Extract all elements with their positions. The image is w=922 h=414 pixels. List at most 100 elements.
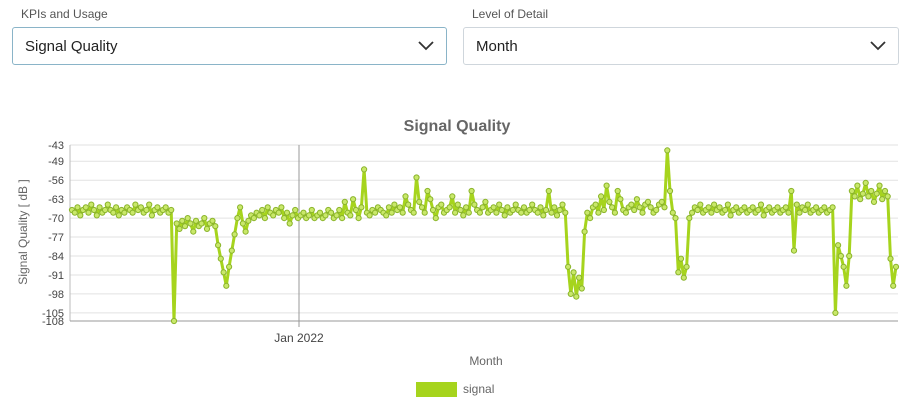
data-point[interactable] — [565, 263, 572, 270]
data-point[interactable] — [438, 201, 445, 208]
data-point[interactable] — [633, 196, 641, 203]
data-point[interactable] — [854, 182, 861, 189]
data-point[interactable] — [628, 201, 635, 208]
data-point[interactable] — [429, 206, 437, 214]
data-point[interactable] — [520, 204, 528, 211]
data-point[interactable] — [705, 204, 712, 211]
data-point[interactable] — [286, 220, 293, 227]
data-point[interactable] — [355, 215, 362, 222]
data-point[interactable] — [551, 204, 558, 211]
data-point[interactable] — [793, 201, 800, 208]
data-point[interactable] — [220, 269, 227, 276]
data-point[interactable] — [804, 201, 811, 208]
data-point[interactable] — [727, 212, 734, 219]
data-point[interactable] — [496, 201, 503, 208]
data-point[interactable] — [361, 166, 368, 173]
data-point[interactable] — [785, 209, 792, 216]
data-point[interactable] — [694, 206, 701, 214]
data-point[interactable] — [308, 206, 315, 214]
data-point[interactable] — [432, 215, 439, 222]
data-point[interactable] — [203, 225, 211, 233]
data-point[interactable] — [548, 209, 555, 216]
data-point[interactable] — [749, 204, 756, 211]
data-point[interactable] — [261, 215, 268, 222]
data-point[interactable] — [686, 215, 693, 222]
data-point[interactable] — [372, 209, 379, 216]
data-point[interactable] — [741, 204, 748, 211]
data-point[interactable] — [259, 206, 266, 214]
data-point[interactable] — [388, 209, 395, 216]
data-point[interactable] — [689, 209, 696, 216]
data-point[interactable] — [402, 193, 409, 200]
data-point[interactable] — [198, 220, 205, 227]
data-point[interactable] — [352, 206, 359, 214]
data-point[interactable] — [661, 204, 668, 211]
data-point[interactable] — [250, 215, 257, 222]
data-point[interactable] — [647, 204, 654, 211]
data-point[interactable] — [237, 204, 244, 211]
data-point[interactable] — [212, 223, 219, 230]
data-point[interactable] — [479, 204, 486, 211]
data-point[interactable] — [556, 206, 563, 214]
data-point[interactable] — [333, 212, 340, 219]
data-point[interactable] — [143, 206, 150, 214]
data-point[interactable] — [231, 231, 238, 238]
data-point[interactable] — [873, 190, 880, 197]
data-point[interactable] — [275, 209, 282, 216]
data-point[interactable] — [465, 209, 472, 216]
data-point[interactable] — [391, 201, 398, 208]
data-point[interactable] — [146, 201, 153, 208]
data-point[interactable] — [587, 215, 594, 222]
data-point[interactable] — [289, 212, 296, 219]
data-point[interactable] — [639, 209, 646, 216]
data-point[interactable] — [675, 269, 682, 276]
data-point[interactable] — [584, 209, 591, 216]
data-point[interactable] — [242, 228, 249, 235]
data-point[interactable] — [870, 198, 878, 206]
data-point[interactable] — [424, 187, 431, 195]
data-point[interactable] — [846, 252, 853, 260]
data-point[interactable] — [129, 209, 136, 216]
data-point[interactable] — [653, 206, 660, 214]
data-point[interactable] — [187, 220, 194, 227]
data-point[interactable] — [209, 217, 216, 224]
data-point[interactable] — [446, 204, 453, 211]
data-point[interactable] — [85, 209, 92, 216]
data-point[interactable] — [173, 220, 180, 227]
data-point[interactable] — [843, 282, 850, 289]
data-point[interactable] — [113, 204, 120, 211]
data-point[interactable] — [534, 209, 541, 216]
data-point[interactable] — [82, 204, 89, 211]
data-point[interactable] — [576, 274, 583, 281]
data-point[interactable] — [181, 223, 189, 230]
data-point[interactable] — [190, 228, 197, 235]
data-point[interactable] — [121, 209, 128, 216]
data-point[interactable] — [468, 187, 475, 195]
data-point[interactable] — [518, 209, 525, 216]
data-point[interactable] — [176, 225, 183, 233]
data-point[interactable] — [385, 204, 392, 211]
data-point[interactable] — [413, 174, 420, 181]
data-point[interactable] — [336, 206, 343, 214]
data-point[interactable] — [405, 201, 412, 208]
data-point[interactable] — [449, 193, 456, 200]
data-point[interactable] — [102, 206, 109, 214]
data-point[interactable] — [104, 201, 111, 208]
data-point[interactable] — [757, 201, 765, 208]
data-point[interactable] — [427, 196, 434, 203]
data-point[interactable] — [281, 215, 288, 222]
data-point[interactable] — [622, 209, 630, 216]
data-point[interactable] — [168, 206, 175, 214]
data-point[interactable] — [493, 209, 500, 216]
data-point[interactable] — [463, 204, 470, 211]
data-point[interactable] — [184, 215, 191, 222]
data-point[interactable] — [366, 212, 373, 219]
data-point[interactable] — [666, 187, 674, 195]
data-point[interactable] — [570, 269, 577, 276]
data-point[interactable] — [614, 187, 621, 195]
data-point[interactable] — [708, 209, 715, 216]
data-point[interactable] — [851, 193, 858, 200]
data-point[interactable] — [509, 206, 517, 214]
data-point[interactable] — [490, 204, 497, 211]
data-point[interactable] — [74, 204, 81, 211]
